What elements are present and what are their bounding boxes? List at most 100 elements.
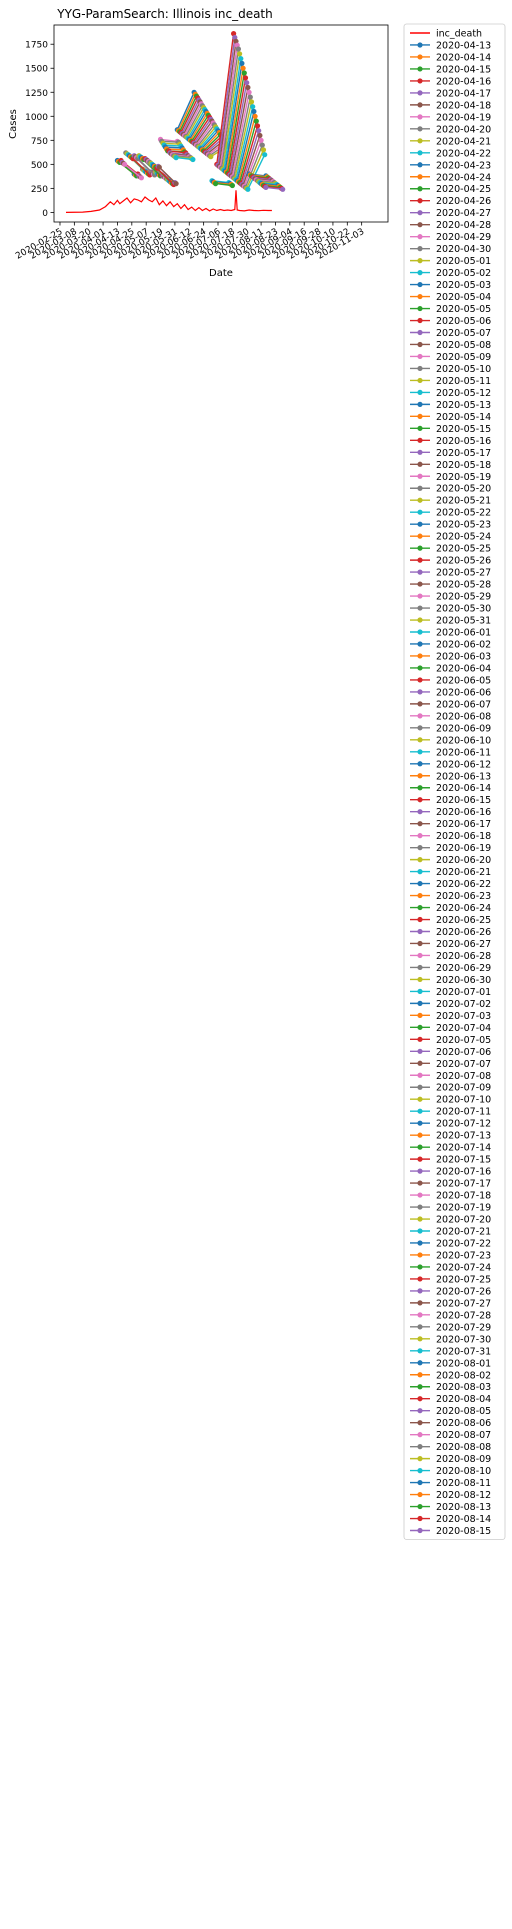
legend-label: 2020-07-27 — [436, 1298, 491, 1309]
chart-title: YYG-ParamSearch: Illinois inc_death — [56, 7, 273, 21]
legend-label: 2020-05-19 — [436, 472, 491, 483]
legend-label: 2020-07-29 — [436, 1322, 491, 1333]
legend-marker — [417, 617, 422, 622]
legend-marker — [417, 1169, 422, 1174]
legend-label: 2020-05-11 — [436, 376, 491, 387]
legend-label: 2020-06-21 — [436, 867, 491, 878]
legend-label: 2020-07-05 — [436, 1035, 491, 1046]
legend-marker — [417, 761, 422, 766]
series-point — [248, 95, 253, 100]
legend-label: 2020-06-12 — [436, 759, 491, 770]
legend-marker — [417, 1264, 422, 1269]
legend-marker — [417, 1432, 422, 1437]
legend-label: 2020-07-10 — [436, 1095, 491, 1106]
legend-marker — [417, 66, 422, 71]
legend-marker — [417, 1133, 422, 1138]
legend-marker — [417, 498, 422, 503]
legend-label: 2020-07-01 — [436, 987, 491, 998]
legend-marker — [417, 1528, 422, 1533]
legend-marker — [417, 1037, 422, 1042]
legend-marker — [417, 821, 422, 826]
y-tick-label: 750 — [31, 137, 48, 147]
legend-label: 2020-08-07 — [436, 1430, 491, 1441]
legend-marker — [417, 138, 422, 143]
legend-marker — [417, 1145, 422, 1150]
legend-marker — [417, 378, 422, 383]
legend-marker — [417, 414, 422, 419]
legend-label: 2020-06-07 — [436, 699, 491, 710]
legend-label: 2020-05-25 — [436, 544, 491, 555]
legend-label: 2020-08-08 — [436, 1442, 491, 1453]
legend-label: 2020-07-13 — [436, 1131, 491, 1142]
legend-label: 2020-05-05 — [436, 304, 491, 315]
legend-label: 2020-06-11 — [436, 747, 491, 758]
legend-marker — [417, 977, 422, 982]
legend-marker — [417, 665, 422, 670]
legend-label: 2020-07-07 — [436, 1059, 491, 1070]
legend-label: 2020-04-30 — [436, 244, 491, 255]
series-point — [139, 175, 144, 180]
legend-label: 2020-05-17 — [436, 448, 491, 459]
legend-marker — [417, 1180, 422, 1185]
legend-marker — [417, 629, 422, 634]
legend-label: 2020-05-26 — [436, 556, 491, 567]
series-point — [280, 187, 285, 192]
y-tick-label: 1500 — [25, 65, 48, 75]
legend-marker — [417, 174, 422, 179]
legend-label: 2020-05-14 — [436, 412, 491, 423]
legend-marker — [417, 438, 422, 443]
legend-label: 2020-07-18 — [436, 1191, 491, 1202]
legend-marker — [417, 833, 422, 838]
legend-marker — [417, 701, 422, 706]
legend-label: 2020-08-06 — [436, 1418, 491, 1429]
legend-marker — [417, 869, 422, 874]
legend-marker — [417, 462, 422, 467]
legend-marker — [417, 450, 422, 455]
legend-label: 2020-04-23 — [436, 160, 491, 171]
legend-marker — [417, 282, 422, 287]
legend-marker — [417, 1384, 422, 1389]
series-point — [239, 61, 244, 66]
legend-marker — [417, 42, 422, 47]
y-tick-label: 1000 — [25, 113, 48, 123]
series-point — [263, 185, 268, 190]
legend-label: 2020-07-14 — [436, 1143, 491, 1154]
legend-label: 2020-05-12 — [436, 388, 491, 399]
legend-marker — [417, 150, 422, 155]
legend-marker — [417, 318, 422, 323]
legend-marker — [417, 1348, 422, 1353]
legend-marker — [417, 186, 422, 191]
legend-marker — [417, 1204, 422, 1209]
legend-label: 2020-04-24 — [436, 172, 491, 183]
legend-label: 2020-05-30 — [436, 604, 491, 615]
legend-label: 2020-04-17 — [436, 88, 491, 99]
legend-label: 2020-06-04 — [436, 663, 491, 674]
legend-label: 2020-07-28 — [436, 1310, 491, 1321]
legend-marker — [417, 953, 422, 958]
legend-label: 2020-07-26 — [436, 1286, 491, 1297]
legend-label: 2020-06-29 — [436, 963, 491, 974]
y-tick-label: 0 — [42, 209, 48, 219]
legend-marker — [417, 474, 422, 479]
legend-marker — [417, 1372, 422, 1377]
legend-marker — [417, 354, 422, 359]
legend-label: 2020-07-25 — [436, 1274, 491, 1285]
legend-label: 2020-04-20 — [436, 124, 491, 135]
legend-marker — [417, 1420, 422, 1425]
series-point — [250, 104, 255, 109]
legend-label: 2020-05-18 — [436, 460, 491, 471]
series-point — [122, 162, 127, 167]
legend-label: 2020-05-06 — [436, 316, 491, 327]
legend-marker — [417, 737, 422, 742]
legend-marker — [417, 114, 422, 119]
legend-marker — [417, 1121, 422, 1126]
legend-label: 2020-07-23 — [436, 1250, 491, 1261]
legend-label: 2020-07-06 — [436, 1047, 491, 1058]
legend-marker — [417, 234, 422, 239]
series-point — [256, 128, 261, 133]
legend-label: 2020-07-11 — [436, 1107, 491, 1118]
legend-label: 2020-08-03 — [436, 1382, 491, 1393]
legend-marker — [417, 1073, 422, 1078]
legend-marker — [417, 929, 422, 934]
